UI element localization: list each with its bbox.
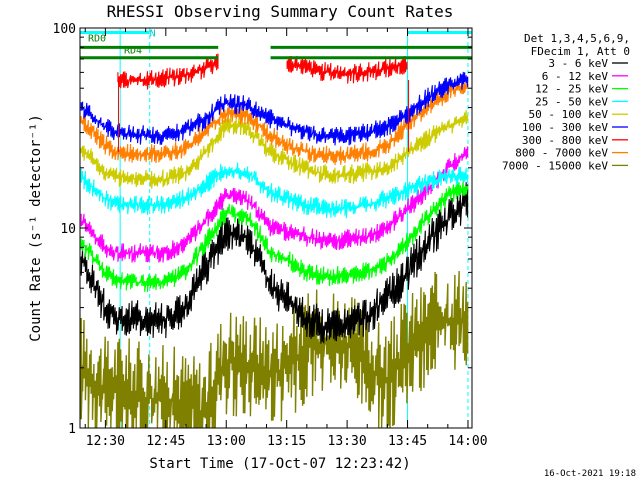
x-tick-label: 13:45 (388, 434, 427, 449)
flag-label-rd0: RD0 (88, 33, 106, 44)
generated-timestamp: 16-Oct-2021 19:18 (544, 469, 636, 479)
series-3-6-kev (80, 182, 469, 344)
legend-label-1: 6 - 12 keV (542, 70, 609, 83)
x-tick-label: 13:30 (328, 434, 367, 449)
legend-label-2: 12 - 25 keV (535, 83, 608, 96)
x-axis-label: Start Time (17-Oct-07 12:23:42) (149, 456, 410, 472)
x-tick-label: 14:00 (448, 434, 487, 449)
series-12-25-kev (80, 179, 469, 292)
series-25-50-kev (80, 162, 469, 219)
legend-header-1: FDecim 1, Att 0 (531, 45, 630, 58)
legend-label-6: 300 - 800 keV (522, 134, 608, 147)
series-6-12-kev (80, 146, 469, 263)
y-tick-label: 1 (68, 422, 76, 437)
y-axis-label: Count Rate (s⁻¹ detector⁻¹) (28, 114, 44, 342)
legend: Det 1,3,4,5,6,9,FDecim 1, Att 03 - 6 keV… (502, 32, 630, 172)
x-tick-label: 13:00 (207, 434, 246, 449)
instrument-flags: N RD0 RD4 (80, 28, 472, 60)
legend-label-5: 100 - 300 keV (522, 121, 608, 134)
y-tick-label: 100 (53, 22, 76, 37)
series-800-7000-kev (80, 76, 469, 166)
x-tick-label: 12:30 (86, 434, 125, 449)
legend-label-0: 3 - 6 keV (548, 57, 608, 70)
flag-label-rd4: RD4 (124, 46, 142, 57)
plot-area (80, 28, 469, 429)
chart-title: RHESSI Observing Summary Count Rates (107, 2, 454, 21)
series-50-100-kev (80, 110, 469, 189)
axes: 12:30 12:45 13:00 13:15 13:30 13:45 14:00 1 10 10… (53, 22, 488, 449)
legend-header-0: Det 1,3,4,5,6,9, (524, 32, 630, 45)
legend-label-4: 50 - 100 keV (529, 108, 609, 121)
x-tick-label: 13:15 (267, 434, 306, 449)
flag-label-n: N (150, 28, 156, 39)
series-7000-15000-kev (80, 270, 469, 429)
legend-label-8: 7000 - 15000 keV (502, 159, 608, 172)
x-tick-label: 12:45 (146, 434, 185, 449)
legend-label-7: 800 - 7000 keV (515, 147, 608, 160)
legend-label-3: 25 - 50 keV (535, 95, 608, 108)
y-tick-label: 10 (60, 222, 76, 237)
series-300-800-kev (117, 53, 408, 90)
series-100-300-kev (80, 71, 469, 146)
